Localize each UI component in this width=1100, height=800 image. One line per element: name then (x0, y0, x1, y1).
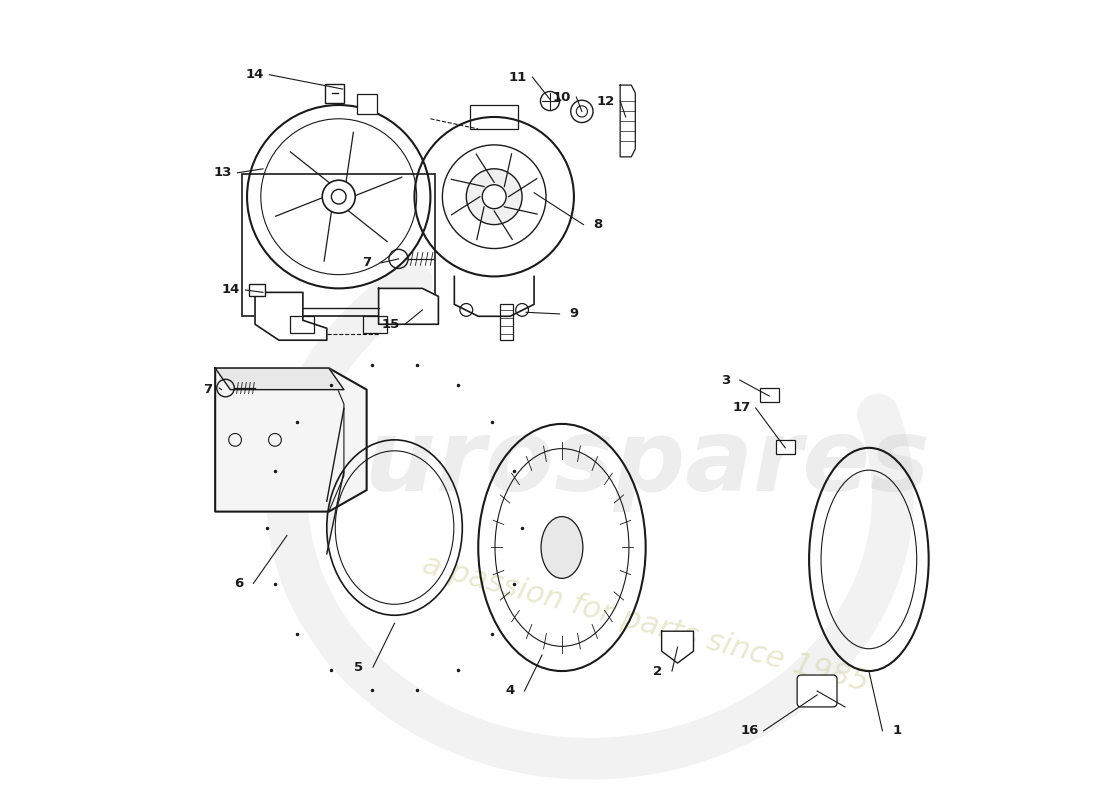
FancyBboxPatch shape (250, 284, 265, 296)
Ellipse shape (541, 517, 583, 578)
Circle shape (331, 190, 346, 204)
Text: 2: 2 (653, 665, 662, 678)
Text: 17: 17 (733, 402, 750, 414)
Text: 7: 7 (362, 256, 371, 270)
Circle shape (322, 180, 355, 214)
Text: 9: 9 (570, 307, 579, 321)
FancyBboxPatch shape (776, 440, 794, 454)
FancyBboxPatch shape (760, 388, 779, 402)
Text: 14: 14 (222, 283, 240, 297)
Text: 10: 10 (553, 90, 571, 103)
Polygon shape (661, 631, 693, 663)
Text: 6: 6 (234, 577, 244, 590)
Text: 3: 3 (720, 374, 730, 386)
Polygon shape (255, 292, 327, 340)
Text: 12: 12 (596, 94, 615, 107)
Polygon shape (378, 288, 439, 324)
FancyBboxPatch shape (358, 94, 377, 114)
Text: 4: 4 (506, 685, 515, 698)
Polygon shape (216, 368, 344, 390)
FancyBboxPatch shape (798, 675, 837, 707)
Polygon shape (327, 408, 344, 554)
Text: a passion for parts since 1985: a passion for parts since 1985 (419, 550, 872, 697)
FancyBboxPatch shape (326, 83, 344, 102)
Text: 15: 15 (382, 318, 399, 330)
Polygon shape (216, 368, 366, 512)
Text: 16: 16 (740, 724, 759, 738)
Text: 14: 14 (245, 68, 264, 82)
Circle shape (482, 185, 506, 209)
Text: 11: 11 (509, 70, 527, 84)
Text: 8: 8 (593, 218, 603, 231)
Text: 5: 5 (354, 661, 363, 674)
Text: 7: 7 (202, 383, 212, 396)
Text: 13: 13 (214, 166, 232, 179)
Text: eurospares: eurospares (297, 415, 931, 512)
Text: 1: 1 (892, 724, 901, 738)
Circle shape (466, 169, 522, 225)
